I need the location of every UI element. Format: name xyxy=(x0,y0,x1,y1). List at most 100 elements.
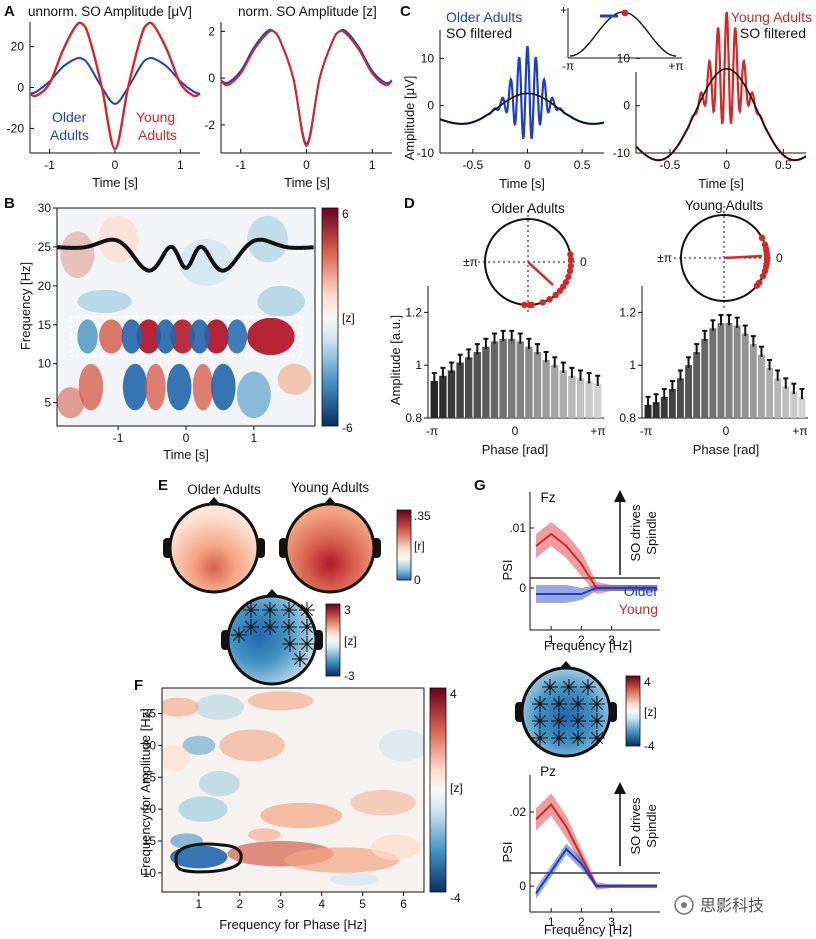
significance-star: ✳ xyxy=(298,632,316,657)
bar xyxy=(725,322,733,418)
panel-c-inset-phase-curve xyxy=(569,11,677,57)
polar-dot xyxy=(562,278,570,286)
panel-a-right-xlabel: Time [s] xyxy=(284,175,330,190)
y-tick-label: -10 xyxy=(417,146,435,160)
panel-d-older-xlabel: Phase [rad] xyxy=(482,442,549,457)
panel-d-older-mean-vector xyxy=(527,261,554,286)
panel-c-inset-young-marker xyxy=(621,9,629,17)
panel-e-z-cbar-min: -3 xyxy=(344,669,355,683)
x-tick-label: 0 xyxy=(723,158,730,172)
polar-dot xyxy=(565,273,572,280)
bar xyxy=(677,378,684,418)
y-tick-label: 25 xyxy=(143,770,157,784)
panel-g-cbar-max: 4 xyxy=(644,675,651,689)
x-tick-label: 0 xyxy=(112,158,119,172)
bar xyxy=(782,386,790,418)
panel-f-cbar-min: -4 xyxy=(450,891,461,905)
panel-b-heatmap-blob xyxy=(277,363,312,395)
y-tick-label: 20 xyxy=(38,279,52,293)
y-tick-label: 30 xyxy=(38,201,52,215)
panel-f-frame xyxy=(161,687,425,893)
y-tick-label: .02 xyxy=(509,805,526,819)
significance-star: ✳ xyxy=(531,726,549,751)
panel-g-legend-young: Young xyxy=(619,601,658,617)
panel-b-heatmap-blob xyxy=(204,319,229,354)
significance-star: ✳ xyxy=(550,709,568,734)
y-tick-label: 35 xyxy=(143,707,157,721)
bar xyxy=(668,388,676,418)
x-tick-label: 3 xyxy=(608,915,615,929)
x-tick-label: -0.5 xyxy=(660,158,681,172)
x-tick-label: -1 xyxy=(235,158,246,172)
panel-b-heatmap-blob xyxy=(136,319,161,354)
panel-b-highlight-box xyxy=(69,316,303,357)
significance-star: ✳ xyxy=(280,598,298,623)
y-tick-label: 0.8 xyxy=(405,411,422,425)
significance-star: ✳ xyxy=(569,709,587,734)
panel-b-cbar-label: [z] xyxy=(342,311,355,325)
panel-g-pz-xlabel: Frequency [Hz] xyxy=(544,922,632,937)
bar xyxy=(693,352,701,418)
panel-b-cbar-min: -6 xyxy=(342,421,353,435)
y-tick-label: 0.8 xyxy=(619,411,636,425)
panel-f-heatmap-blob xyxy=(247,828,281,841)
panel-g-colorbar xyxy=(625,675,641,747)
panel-g-pz-young-band xyxy=(536,793,657,890)
panel-e-r-colorbar xyxy=(396,509,412,581)
panel-d-older-polar-left: ±π xyxy=(463,255,478,269)
x-tick-label: 4 xyxy=(318,897,325,911)
x-tick-label: 0 xyxy=(524,158,531,172)
bar xyxy=(660,396,668,418)
panel-d-ylabel: Amplitude [a.u.] xyxy=(388,315,403,405)
panel-c-ylabel: Amplitude [μV] xyxy=(402,76,417,161)
panel-e-older-title: Older Adults xyxy=(187,482,261,497)
panel-f-cbar-label: [z] xyxy=(450,781,463,795)
significance-star: ✳ xyxy=(242,615,260,640)
x-tick-label: 2 xyxy=(578,633,585,647)
panel-c-young-so-filtered-line xyxy=(635,68,807,161)
bar xyxy=(652,402,660,418)
panel-label-f: F xyxy=(134,677,143,694)
polar-dot xyxy=(521,301,528,309)
significance-star: ✳ xyxy=(588,709,606,734)
bar xyxy=(758,354,765,418)
polar-dot xyxy=(753,282,761,289)
significance-star: ✳ xyxy=(579,675,597,700)
bar xyxy=(456,362,464,418)
significance-star: ✳ xyxy=(261,615,279,640)
bar xyxy=(490,341,499,418)
bar xyxy=(709,328,717,418)
bar xyxy=(741,333,749,418)
bar xyxy=(465,357,473,418)
polar-dot xyxy=(526,301,533,309)
panel-d-older-xtick-min: -π xyxy=(426,424,438,438)
y-tick-label: 0 xyxy=(208,71,215,85)
significance-star: ✳ xyxy=(298,598,316,623)
bar xyxy=(559,370,567,418)
panel-b-heatmap-blob xyxy=(226,319,248,354)
panel-b-ylabel: Frequency [Hz] xyxy=(18,262,33,350)
panel-c-older-xlabel: Time [s] xyxy=(499,176,545,191)
panel-a-young-label-1: Young xyxy=(136,109,175,125)
panel-f-heatmap-blob xyxy=(378,729,424,762)
polar-dot xyxy=(758,234,766,242)
bar xyxy=(576,378,585,418)
panel-a-right-older-line xyxy=(220,28,393,145)
panel-f-plot: Frequency for Amplitude [Hz] 1 2 3 4 5 6 10 15 2… xyxy=(138,687,463,932)
panel-a-older-label-2: Adults xyxy=(50,127,89,143)
y-tick-label: 15 xyxy=(38,318,52,332)
panel-b-heatmap-blob xyxy=(189,319,210,354)
panel-d-older-polar-right: 0 xyxy=(580,255,587,269)
y-tick-label: 0 xyxy=(519,879,526,893)
panel-g-fz-older-band xyxy=(536,585,657,603)
panel-e-diff-head xyxy=(226,594,318,686)
panel-f-heatmap-blob xyxy=(350,790,416,816)
significance-star: ✳ xyxy=(280,615,298,640)
y-tick-label: 2 xyxy=(208,24,215,38)
panel-g-pz-arrow-head xyxy=(614,782,626,794)
panel-label-c: C xyxy=(400,3,411,20)
panel-g-fz-older-line xyxy=(536,587,657,595)
panel-g-pz-ylabel: PSI xyxy=(500,842,515,863)
significance-star: ✳ xyxy=(588,692,606,717)
